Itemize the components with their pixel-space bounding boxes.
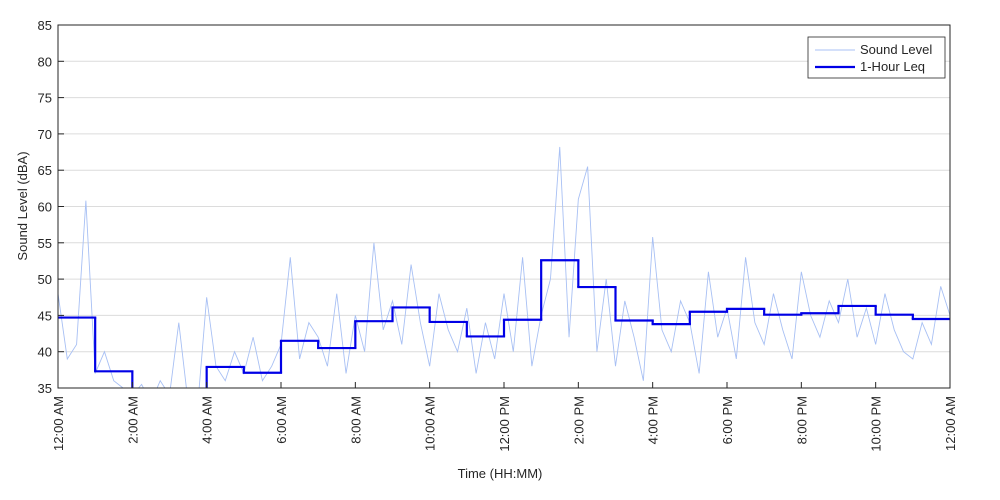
y-tick-label: 55 <box>38 236 52 251</box>
x-tick-label: 12:00 PM <box>497 396 512 452</box>
legend-box <box>807 36 946 79</box>
y-tick-label: 65 <box>38 163 52 178</box>
legend-label: 1-Hour Leq <box>860 59 925 74</box>
y-tick-label: 45 <box>38 308 52 323</box>
x-tick-label: 2:00 AM <box>125 396 140 444</box>
x-tick-label: 8:00 AM <box>348 396 363 444</box>
x-tick-label: 12:00 AM <box>51 396 66 451</box>
x-tick-label: 6:00 PM <box>720 396 735 444</box>
y-tick-label: 85 <box>38 18 52 33</box>
x-tick-label: 10:00 PM <box>869 396 884 452</box>
sound-level-line <box>58 146 950 388</box>
legend: Sound Level 1-Hour Leq <box>807 36 946 79</box>
x-tick-label: 8:00 PM <box>794 396 809 444</box>
x-tick-label: 2:00 PM <box>571 396 586 444</box>
x-tick-label: 12:00 AM <box>943 396 958 451</box>
x-tick-label: 6:00 AM <box>274 396 289 444</box>
y-tick-label: 40 <box>38 345 52 360</box>
x-tick-label: 4:00 PM <box>646 396 661 444</box>
y-tick-label: 80 <box>38 54 52 69</box>
ticks: 35 40 45 50 55 60 65 70 75 80 85 12:00 AM 2:00 AM 4:0… <box>38 18 958 452</box>
x-tick-label: 4:00 AM <box>200 396 215 444</box>
y-axis-label: Sound Level (dBA) <box>15 151 30 260</box>
legend-label: Sound Level <box>860 42 932 57</box>
x-tick-label: 10:00 AM <box>423 396 438 451</box>
y-tick-label: 75 <box>38 91 52 106</box>
x-axis-label: Time (HH:MM) <box>458 466 543 481</box>
y-tick-label: 50 <box>38 272 52 287</box>
y-tick-label: 60 <box>38 200 52 215</box>
y-tick-label: 35 <box>38 381 52 396</box>
y-tick-label: 70 <box>38 127 52 142</box>
marks <box>58 146 950 388</box>
